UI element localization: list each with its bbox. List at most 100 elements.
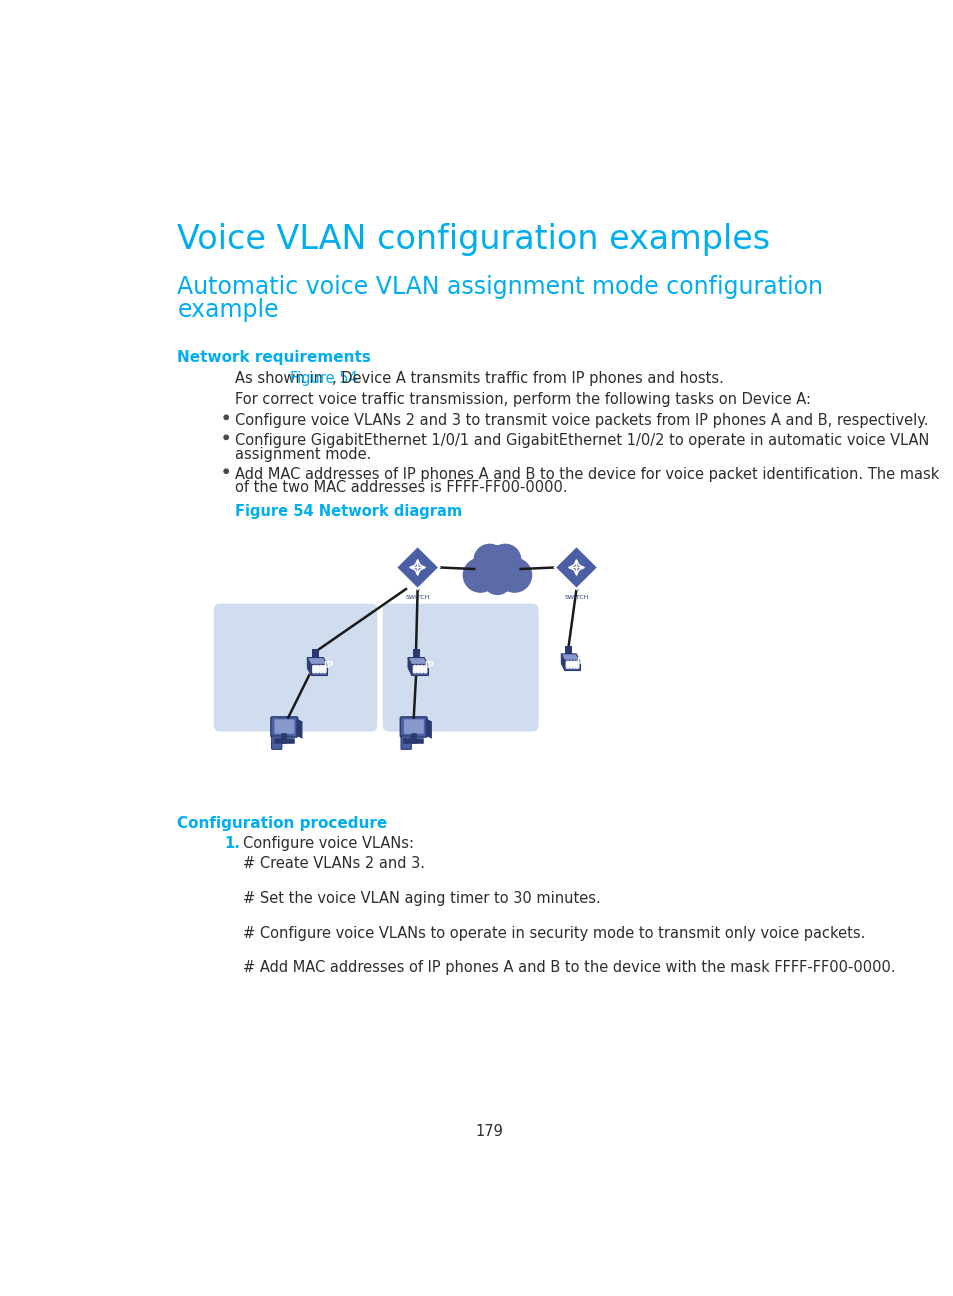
Circle shape [319, 667, 322, 670]
Polygon shape [395, 568, 420, 591]
Text: Configure voice VLANs:: Configure voice VLANs: [243, 836, 414, 851]
Polygon shape [311, 665, 327, 675]
Polygon shape [412, 649, 419, 658]
Text: IP: IP [576, 657, 586, 666]
Text: Configure GigabitEthernet 1/0/1 and GigabitEthernet 1/0/2 to operate in automati: Configure GigabitEthernet 1/0/1 and Giga… [235, 433, 929, 447]
Circle shape [224, 469, 228, 473]
FancyBboxPatch shape [400, 717, 427, 737]
Circle shape [323, 667, 326, 670]
Text: SWITCH: SWITCH [563, 595, 588, 600]
Text: Automatic voice VLAN assignment mode configuration: Automatic voice VLAN assignment mode con… [177, 275, 822, 299]
Polygon shape [555, 546, 598, 588]
Text: IP: IP [424, 661, 434, 670]
Circle shape [569, 665, 572, 669]
Circle shape [463, 559, 497, 592]
Polygon shape [307, 657, 327, 665]
Circle shape [316, 670, 318, 673]
FancyBboxPatch shape [400, 736, 411, 749]
Polygon shape [411, 665, 427, 675]
Circle shape [323, 670, 326, 673]
Text: For correct voice traffic transmission, perform the following tasks on Device A:: For correct voice traffic transmission, … [235, 391, 811, 407]
Circle shape [413, 670, 416, 673]
Circle shape [313, 665, 315, 669]
Text: Voice VLAN configuration examples: Voice VLAN configuration examples [177, 223, 770, 257]
Circle shape [316, 665, 318, 669]
Text: Configuration procedure: Configuration procedure [177, 816, 387, 831]
Text: assignment mode.: assignment mode. [235, 447, 372, 461]
Circle shape [566, 665, 568, 669]
Circle shape [489, 544, 520, 575]
Text: example: example [177, 298, 278, 321]
Circle shape [497, 559, 531, 592]
Circle shape [313, 667, 315, 670]
Text: Configure voice VLANs 2 and 3 to transmit voice packets from IP phones A and B, : Configure voice VLANs 2 and 3 to transmi… [235, 412, 928, 428]
Text: As shown in: As shown in [235, 371, 328, 386]
Circle shape [420, 670, 423, 673]
Polygon shape [307, 657, 311, 675]
Circle shape [566, 664, 568, 666]
Polygon shape [560, 654, 564, 670]
Circle shape [474, 546, 520, 592]
Text: Figure 54: Figure 54 [290, 371, 357, 386]
Circle shape [416, 670, 419, 673]
Circle shape [483, 566, 511, 595]
Circle shape [569, 661, 572, 664]
Text: 179: 179 [475, 1124, 502, 1139]
Circle shape [572, 664, 575, 666]
Circle shape [423, 665, 426, 669]
Polygon shape [560, 654, 579, 661]
Text: Network requirements: Network requirements [177, 350, 371, 364]
FancyBboxPatch shape [272, 736, 281, 749]
Circle shape [323, 665, 326, 669]
Circle shape [224, 415, 228, 420]
Circle shape [319, 670, 322, 673]
Circle shape [420, 665, 423, 669]
Circle shape [420, 667, 423, 670]
FancyBboxPatch shape [274, 719, 294, 734]
Circle shape [576, 665, 578, 669]
Circle shape [572, 661, 575, 664]
Polygon shape [395, 546, 439, 588]
Polygon shape [564, 661, 579, 670]
FancyBboxPatch shape [271, 717, 297, 737]
Polygon shape [555, 568, 579, 591]
Polygon shape [312, 649, 318, 658]
FancyBboxPatch shape [382, 604, 537, 731]
Polygon shape [408, 657, 427, 665]
Text: # Set the voice VLAN aging timer to 30 minutes.: # Set the voice VLAN aging timer to 30 m… [243, 890, 600, 906]
Circle shape [474, 544, 505, 575]
Circle shape [224, 435, 228, 439]
Circle shape [569, 664, 572, 666]
Text: # Add MAC addresses of IP phones A and B to the device with the mask FFFF-FF00-0: # Add MAC addresses of IP phones A and B… [243, 960, 895, 975]
Circle shape [416, 665, 419, 669]
Circle shape [313, 670, 315, 673]
Circle shape [572, 665, 575, 669]
Polygon shape [425, 718, 432, 739]
Polygon shape [296, 718, 302, 739]
Circle shape [413, 665, 416, 669]
FancyBboxPatch shape [403, 719, 423, 734]
Text: Figure 54 Network diagram: Figure 54 Network diagram [235, 504, 462, 518]
Circle shape [319, 665, 322, 669]
Text: # Create VLANs 2 and 3.: # Create VLANs 2 and 3. [243, 857, 425, 871]
Circle shape [576, 661, 578, 664]
Polygon shape [408, 657, 411, 675]
Text: , Device A transmits traffic from IP phones and hosts.: , Device A transmits traffic from IP pho… [332, 371, 722, 386]
Circle shape [316, 667, 318, 670]
Polygon shape [395, 546, 439, 588]
Text: 1.: 1. [224, 836, 239, 851]
Text: Add MAC addresses of IP phones A and B to the device for voice packet identifica: Add MAC addresses of IP phones A and B t… [235, 467, 939, 482]
FancyBboxPatch shape [213, 604, 377, 731]
Polygon shape [565, 647, 572, 654]
Text: IP: IP [323, 661, 334, 670]
Text: # Configure voice VLANs to operate in security mode to transmit only voice packe: # Configure voice VLANs to operate in se… [243, 925, 864, 941]
Text: SWITCH: SWITCH [405, 595, 430, 600]
Circle shape [576, 664, 578, 666]
Circle shape [413, 667, 416, 670]
Polygon shape [555, 546, 598, 588]
Circle shape [416, 667, 419, 670]
Circle shape [566, 661, 568, 664]
Text: of the two MAC addresses is FFFF-FF00-0000.: of the two MAC addresses is FFFF-FF00-00… [235, 481, 568, 495]
Circle shape [423, 667, 426, 670]
Circle shape [423, 670, 426, 673]
